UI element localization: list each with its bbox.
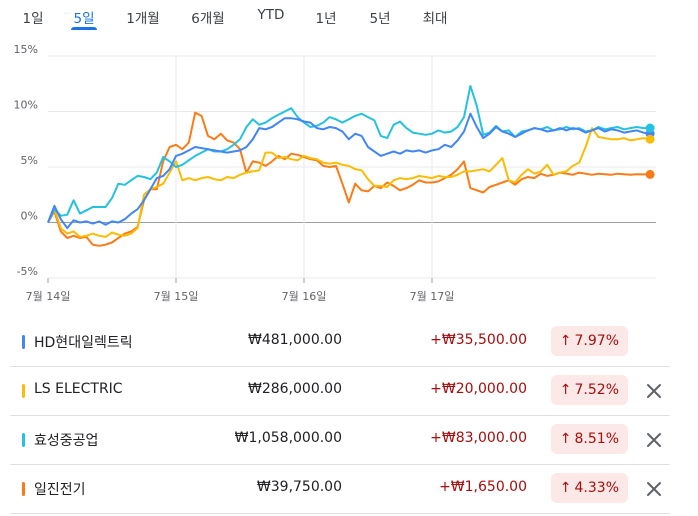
series-line-0 [47,112,650,230]
comparison-chart[interactable]: -5% 0% 5% 10% 15% 7월 14일 7월 15일 7월 16일 7월 17일 [0,40,698,330]
arrow-up-icon: ↑ [559,382,572,398]
stock-row-hyosung-heavy[interactable]: 효성중공업 ₩1,058,000.00 +₩83,000.00 ↑ 8.51% [10,416,670,465]
arrow-up-icon: ↑ [559,431,572,447]
arrow-up-icon: ↑ [559,333,572,349]
tab-1y[interactable]: 1년 [315,11,337,27]
price-change: +₩35,500.00 [430,332,527,348]
tab-6m[interactable]: 6개월 [191,11,225,27]
active-tab-indicator [71,27,97,30]
percent-change: 7.97% [574,333,619,349]
range-tabs: 1일 5일 1개월 6개월 YTD 1년 5년 최대 [0,0,698,32]
price-change: +₩1,650.00 [439,479,527,495]
stock-row-ls-electric[interactable]: LS ELECTRIC ₩286,000.00 +₩20,000.00 ↑ 7.5… [10,367,670,416]
stock-price: ₩481,000.00 [247,332,342,348]
series-color-swatch [22,384,25,398]
stock-price: ₩39,750.00 [256,479,342,495]
stock-row-hd-hyundai-electric[interactable]: HD현대일렉트릭 ₩481,000.00 +₩35,500.00 ↑ 7.97% [10,318,670,367]
series-line-1 [47,127,650,238]
y-tick-label: 0% [21,210,38,223]
stock-price: ₩1,058,000.00 [234,430,342,446]
tab-5d[interactable]: 5일 [73,11,95,27]
tab-5y[interactable]: 5년 [369,11,391,27]
series-color-swatch [22,482,25,496]
series-color-swatch [22,335,25,349]
stock-price: ₩286,000.00 [247,381,342,397]
series-color-swatch [22,433,25,447]
price-change: +₩83,000.00 [430,430,527,446]
series-end-marker-3 [645,169,655,179]
percent-change-badge: ↑ 7.97% [550,326,628,356]
y-tick-label: 15% [14,43,38,56]
stock-name[interactable]: 효성중공업 [34,433,99,449]
x-tick-label: 7월 16일 [282,289,327,303]
series-end-marker-2 [645,123,655,133]
close-icon[interactable] [642,379,666,403]
percent-change-badge: ↑ 4.33% [550,473,628,503]
x-tick-label: 7월 14일 [26,289,71,303]
series-line-2 [47,85,650,223]
percent-change-badge: ↑ 8.51% [550,424,628,454]
y-tick-label: 5% [21,154,38,167]
stock-name[interactable]: HD현대일렉트릭 [34,335,133,351]
percent-change: 8.51% [574,431,619,447]
percent-change-badge: ↑ 7.52% [550,375,628,405]
x-tick-label: 7월 17일 [410,289,455,303]
tab-max[interactable]: 최대 [422,11,448,27]
stock-name[interactable]: 일진전기 [34,482,86,498]
percent-change: 7.52% [574,382,619,398]
tab-1m[interactable]: 1개월 [126,11,160,27]
stock-row-iljin-electric[interactable]: 일진전기 ₩39,750.00 +₩1,650.00 ↑ 4.33% [10,465,670,514]
stock-name[interactable]: LS ELECTRIC [34,381,123,397]
tab-ytd[interactable]: YTD [257,7,285,23]
tab-1d[interactable]: 1일 [22,11,44,27]
x-tick-label: 7월 15일 [154,289,199,303]
arrow-up-icon: ↑ [559,480,572,496]
y-tick-label: 10% [14,99,38,112]
percent-change: 4.33% [574,480,619,496]
close-icon[interactable] [642,428,666,452]
y-tick-label: -5% [17,265,38,278]
close-icon[interactable] [642,477,666,501]
price-change: +₩20,000.00 [430,381,527,397]
series-end-marker-1 [645,134,655,144]
